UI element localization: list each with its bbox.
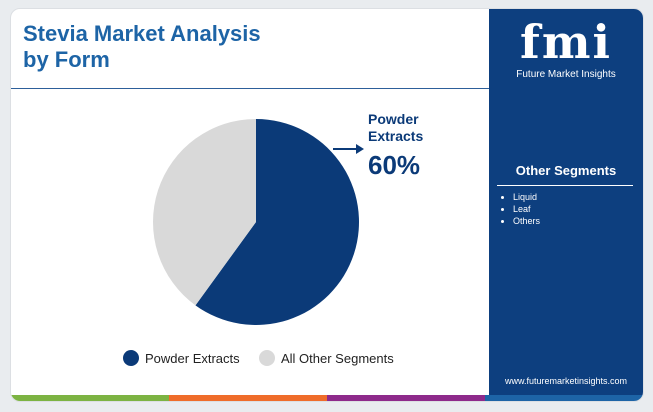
bar-segment — [327, 395, 485, 401]
divider — [497, 185, 633, 186]
segment-item: Others — [513, 215, 540, 227]
legend-label: Powder Extracts — [145, 351, 240, 366]
card: Stevia Market Analysis by Form Powder Ex… — [10, 8, 644, 402]
segment-list: LiquidLeafOthers — [497, 191, 540, 227]
bar-segment — [11, 395, 169, 401]
callout-label: Powder Extracts — [368, 111, 424, 144]
bar-segment — [169, 395, 327, 401]
brand-url: www.futuremarketinsights.com — [504, 376, 628, 386]
legend-swatch — [259, 350, 275, 366]
bar-segment — [485, 395, 643, 401]
logo: fmi — [520, 15, 612, 69]
side-panel: fmi Future Market Insights Other Segment… — [489, 9, 643, 395]
pie-slice — [153, 119, 256, 306]
chart — [123, 119, 364, 366]
segment-item: Liquid — [513, 191, 540, 203]
chart-title: Stevia Market Analysis by Form — [23, 21, 261, 72]
segment-item: Leaf — [513, 203, 540, 215]
side-heading: Other Segments — [515, 163, 617, 178]
color-bar — [11, 395, 643, 401]
legend-swatch — [123, 350, 139, 366]
callout-arrowhead — [356, 144, 364, 154]
brand-name: Future Market Insights — [516, 69, 616, 80]
divider — [11, 88, 489, 89]
legend-label: All Other Segments — [281, 351, 394, 366]
pie-slice — [195, 119, 360, 325]
callout-value: 60% — [368, 150, 421, 180]
